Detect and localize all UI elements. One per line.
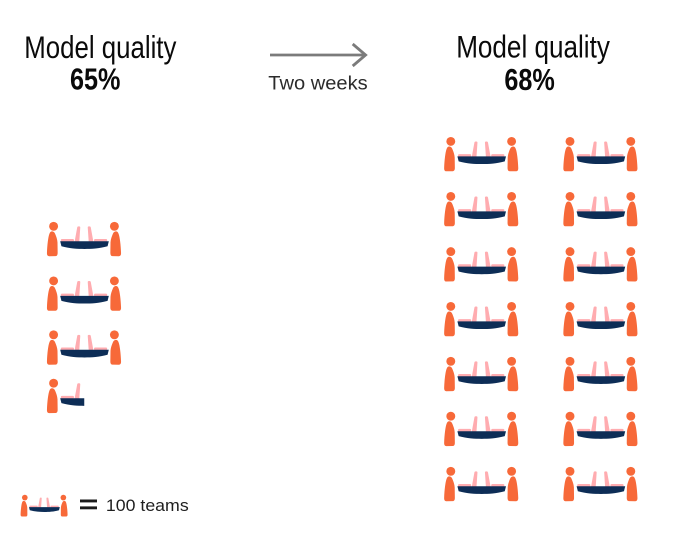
svg-text:68%: 68% [504,63,554,97]
svg-text:Two weeks: Two weeks [268,72,368,94]
svg-text:100 teams: 100 teams [106,496,189,515]
svg-text:Model quality: Model quality [456,29,610,65]
svg-text:Model quality: Model quality [24,29,176,65]
svg-text:65%: 65% [70,62,120,96]
